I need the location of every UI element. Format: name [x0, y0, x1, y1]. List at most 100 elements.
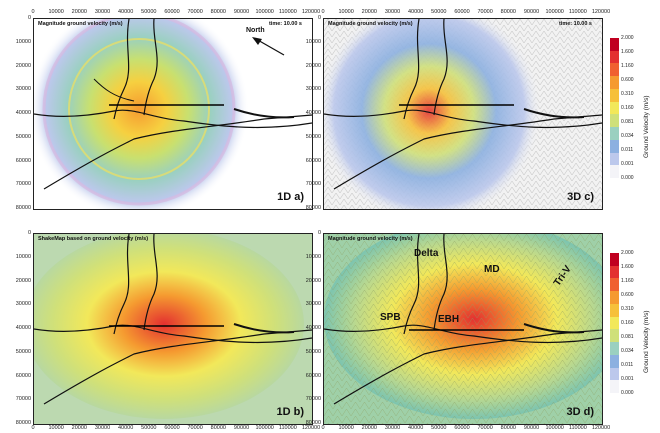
- x-tick-label: 70000: [477, 9, 493, 15]
- x-tick-label: 10000: [48, 425, 64, 431]
- x-tick-label: 110000: [278, 425, 297, 431]
- x-tick-label: 40000: [408, 425, 424, 431]
- colorbar-segment: [610, 38, 619, 52]
- panel-title: Magnitude ground velocity (m/s): [328, 21, 413, 27]
- colorbar-segment: [610, 354, 619, 369]
- x-tick-label: 20000: [71, 425, 87, 431]
- y-tick-label: 80000: [15, 420, 31, 426]
- x-tick-label: 0: [31, 425, 35, 431]
- x-tick-label: 70000: [187, 425, 203, 431]
- x-tick-label: 80000: [500, 425, 516, 431]
- x-tick-label: 30000: [384, 9, 401, 15]
- colorbar-tick-label: 0.160: [621, 105, 634, 111]
- colorbar-tick-label: 0.310: [621, 306, 634, 312]
- colorbar-segment: [610, 291, 619, 305]
- y-tick-label: 40000: [305, 110, 321, 116]
- colorbar-segment: [610, 76, 619, 90]
- panel-label: 3D c): [567, 191, 594, 203]
- ground-velocity-map-a: [34, 19, 312, 209]
- colorbar-segment: [610, 101, 619, 115]
- x-tick-label: 110000: [568, 9, 587, 15]
- y-tick-label: 10000: [15, 253, 31, 260]
- x-tick-label: 90000: [233, 425, 250, 431]
- y-tick-label: 40000: [15, 110, 31, 116]
- x-tick-label: 0: [321, 425, 325, 431]
- colorbar-tick-label: 0.034: [621, 133, 634, 139]
- y-tick-label: 80000: [305, 205, 321, 211]
- y-tick-label: 50000: [305, 133, 321, 140]
- x-tick-label: 20000: [361, 9, 377, 15]
- colorbar-segment: [610, 278, 619, 292]
- y-tick-label: 30000: [15, 301, 31, 308]
- x-tick-label: 0: [31, 9, 35, 15]
- y-tick-label: 80000: [15, 205, 31, 211]
- y-tick-label: 10000: [15, 38, 31, 45]
- x-tick-label: 60000: [164, 425, 180, 431]
- shakemap-d: [324, 234, 602, 424]
- colorbar-tick-label: 0.000: [621, 390, 634, 396]
- x-tick-label: 10000: [338, 425, 354, 431]
- colorbar-segment: [610, 152, 619, 166]
- colorbar-tick-label: 0.600: [621, 77, 634, 83]
- colorbar-segment: [610, 127, 619, 141]
- x-tick-label: 50000: [431, 9, 447, 15]
- x-tick-label: 30000: [384, 425, 401, 431]
- panel-a-1d-snapshot: Magnitude ground velocity (m/s) time: 10…: [33, 18, 313, 210]
- x-tick-label: 60000: [454, 425, 470, 431]
- x-tick-label: 120000: [591, 9, 611, 15]
- colorbar-tick-label: 1.600: [621, 264, 634, 270]
- y-tick-label: 50000: [15, 348, 31, 355]
- x-tick-label: 110000: [278, 9, 297, 15]
- colorbar-segment: [610, 329, 619, 343]
- colorbar-title: Ground Velocity (m/s): [643, 95, 650, 159]
- y-tick-label: 0: [317, 230, 321, 236]
- colorbar: [610, 38, 619, 179]
- ground-velocity-map-c: [324, 19, 602, 209]
- colorbar-segment: [610, 265, 619, 279]
- panel-c-3d-snapshot: Magnitude ground velocity (m/s) time: 10…: [323, 18, 603, 210]
- y-tick-label: 60000: [305, 372, 321, 379]
- y-tick-label: 30000: [305, 301, 321, 308]
- panel-title: Magnitude ground velocity (m/s): [328, 236, 413, 242]
- x-tick-label: 120000: [301, 425, 321, 431]
- x-tick-label: 90000: [523, 9, 540, 15]
- x-tick-label: 100000: [255, 425, 274, 431]
- y-tick-label: 50000: [305, 348, 321, 355]
- x-tick-label: 30000: [94, 9, 111, 15]
- colorbar-tick-label: 0.600: [621, 292, 634, 298]
- x-tick-label: 50000: [141, 425, 157, 431]
- y-tick-label: 40000: [15, 325, 31, 331]
- colorbar-segment: [610, 316, 619, 330]
- x-tick-label: 90000: [233, 9, 250, 15]
- colorbar-segment: [610, 367, 619, 381]
- y-tick-label: 10000: [305, 38, 321, 45]
- x-tick-label: 40000: [408, 9, 424, 15]
- y-tick-label: 30000: [305, 86, 321, 93]
- panel-title: Magnitude ground velocity (m/s): [38, 21, 123, 27]
- region-label-spb: SPB: [380, 312, 401, 323]
- x-tick-label: 60000: [164, 9, 180, 15]
- colorbar-segment: [610, 139, 619, 154]
- y-tick-label: 70000: [305, 396, 321, 403]
- panel-time: time: 10.00 s: [268, 21, 302, 27]
- x-tick-label: 30000: [94, 425, 111, 431]
- colorbar-segment: [610, 63, 619, 77]
- x-tick-label: 20000: [71, 9, 87, 15]
- region-label-ebh: EBH: [438, 314, 460, 325]
- y-tick-label: 20000: [15, 62, 31, 69]
- shakemap-b: [34, 234, 312, 424]
- y-tick-label: 70000: [305, 181, 321, 188]
- colorbar-tick-label: 2.000: [621, 250, 634, 256]
- panel-label: 3D d): [566, 406, 595, 418]
- x-tick-label: 50000: [431, 425, 447, 431]
- x-tick-label: 10000: [48, 9, 64, 15]
- y-tick-label: 20000: [305, 277, 321, 284]
- colorbar-title: Ground Velocity (m/s): [643, 310, 650, 374]
- x-tick-label: 90000: [523, 425, 540, 431]
- x-tick-label: 50000: [141, 9, 157, 15]
- colorbar-tick-label: 0.001: [621, 376, 634, 382]
- colorbar: [610, 253, 619, 394]
- x-tick-label: 110000: [568, 425, 587, 431]
- colorbar-segment: [610, 114, 619, 128]
- x-tick-label: 70000: [477, 425, 493, 431]
